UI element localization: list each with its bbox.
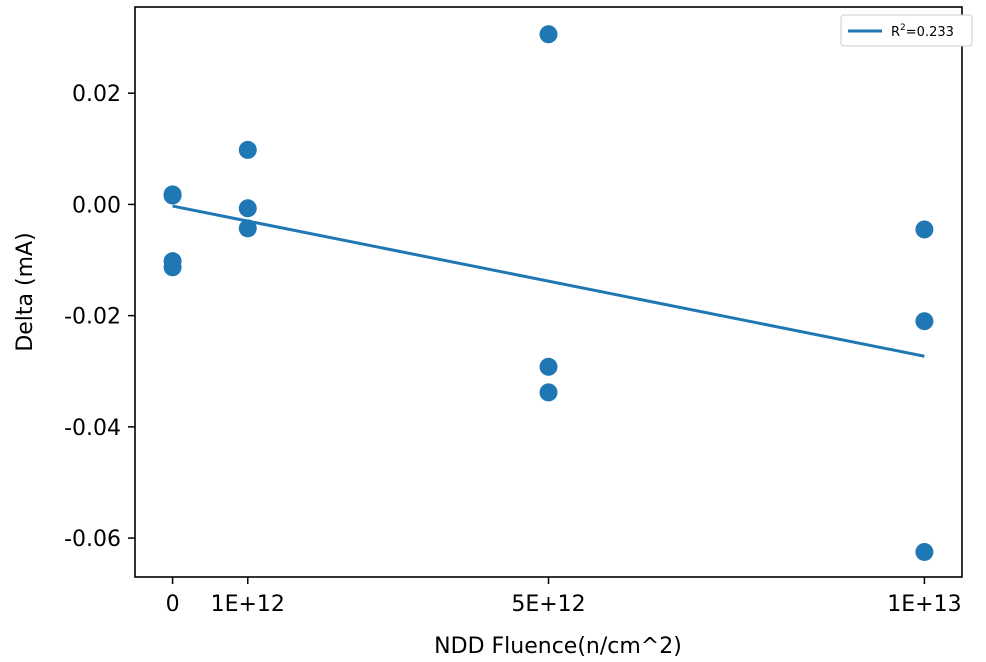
legend-label: R2=0.233 (891, 23, 954, 40)
plot-frame (134, 6, 963, 578)
data-point (915, 312, 934, 331)
data-point (539, 357, 558, 376)
legend: R2=0.233 (840, 14, 973, 47)
y-tick-label: -0.06 (64, 527, 121, 552)
data-point (238, 199, 257, 218)
data-point (915, 542, 934, 561)
y-tick-label: -0.04 (64, 416, 121, 441)
legend-box (840, 14, 973, 47)
fit-line (172, 204, 925, 358)
data-point (238, 140, 257, 159)
fit-line-layer (172, 204, 925, 358)
legend-label-rest: =0.233 (906, 25, 954, 40)
data-point (163, 186, 182, 205)
data-point (539, 25, 558, 44)
y-tick-label: 0.00 (72, 193, 121, 218)
legend-label-sup: 2 (900, 23, 906, 33)
x-tick-label: 1E+13 (887, 592, 961, 617)
data-point (163, 258, 182, 277)
data-point (915, 220, 934, 239)
x-tick-label: 5E+12 (511, 592, 585, 617)
data-point (539, 383, 558, 402)
x-tick-label: 0 (166, 592, 180, 617)
data-point (238, 219, 257, 238)
y-tick-label: -0.02 (64, 305, 121, 330)
data-points (163, 25, 934, 561)
x-axis-ticks: 0 1E+12 5E+12 1E+13 (166, 577, 962, 617)
y-axis-label: Delta (mA) (13, 232, 38, 351)
x-axis-label: NDD Fluence(n/cm^2) (434, 634, 682, 659)
y-axis-ticks: 0.02 0.00 -0.02 -0.04 -0.06 (64, 82, 135, 552)
y-tick-label: 0.02 (72, 82, 121, 107)
legend-label-base: R (891, 25, 900, 40)
x-tick-label: 1E+12 (211, 592, 285, 617)
